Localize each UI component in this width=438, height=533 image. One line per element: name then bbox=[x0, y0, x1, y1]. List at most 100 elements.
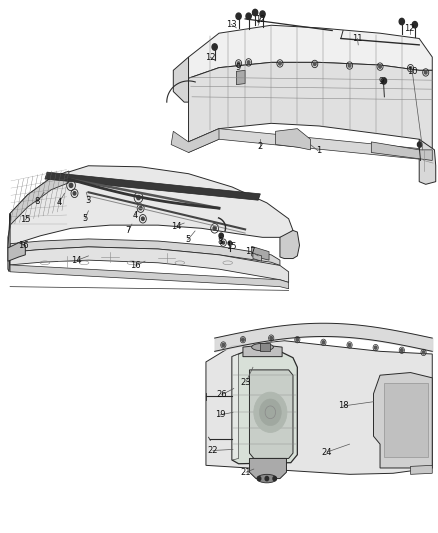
Text: 18: 18 bbox=[338, 401, 349, 410]
Polygon shape bbox=[253, 253, 261, 261]
Circle shape bbox=[279, 62, 281, 65]
Circle shape bbox=[236, 13, 241, 19]
Circle shape bbox=[422, 351, 425, 354]
Polygon shape bbox=[10, 247, 289, 282]
Polygon shape bbox=[10, 265, 289, 289]
Text: 14: 14 bbox=[71, 256, 81, 265]
Polygon shape bbox=[371, 142, 432, 160]
Circle shape bbox=[348, 64, 351, 67]
Polygon shape bbox=[243, 345, 282, 357]
Circle shape bbox=[69, 183, 73, 188]
Text: 23: 23 bbox=[240, 377, 251, 386]
Polygon shape bbox=[410, 465, 432, 474]
Circle shape bbox=[253, 10, 258, 15]
Polygon shape bbox=[171, 128, 219, 152]
Ellipse shape bbox=[252, 343, 273, 351]
Text: 3: 3 bbox=[86, 196, 91, 205]
Text: 2: 2 bbox=[258, 142, 263, 151]
Polygon shape bbox=[45, 172, 260, 200]
Polygon shape bbox=[374, 373, 432, 468]
Text: 7: 7 bbox=[126, 227, 131, 236]
Text: 24: 24 bbox=[321, 448, 332, 457]
Text: 26: 26 bbox=[216, 390, 227, 399]
Text: 8: 8 bbox=[35, 197, 40, 206]
Polygon shape bbox=[280, 230, 300, 259]
Polygon shape bbox=[419, 139, 436, 184]
Polygon shape bbox=[8, 243, 25, 261]
Text: 21: 21 bbox=[241, 468, 251, 477]
Polygon shape bbox=[237, 70, 245, 85]
Polygon shape bbox=[188, 25, 432, 78]
Circle shape bbox=[296, 338, 299, 341]
Circle shape bbox=[424, 71, 427, 74]
Ellipse shape bbox=[257, 474, 277, 483]
Text: 15: 15 bbox=[226, 243, 237, 252]
Circle shape bbox=[139, 206, 142, 210]
Circle shape bbox=[399, 18, 404, 25]
Text: 12: 12 bbox=[404, 25, 415, 34]
Polygon shape bbox=[232, 351, 297, 464]
Circle shape bbox=[212, 44, 217, 50]
Polygon shape bbox=[250, 458, 286, 479]
Circle shape bbox=[412, 21, 417, 28]
Circle shape bbox=[260, 11, 265, 17]
Circle shape bbox=[246, 13, 251, 19]
Circle shape bbox=[228, 241, 232, 245]
Circle shape bbox=[273, 477, 276, 481]
Circle shape bbox=[257, 477, 261, 481]
Circle shape bbox=[254, 392, 287, 432]
Text: 17: 17 bbox=[245, 247, 256, 256]
Circle shape bbox=[374, 346, 377, 349]
Circle shape bbox=[247, 61, 250, 64]
Text: 12: 12 bbox=[205, 53, 215, 62]
Polygon shape bbox=[206, 341, 432, 474]
Text: 16: 16 bbox=[130, 262, 141, 270]
Circle shape bbox=[348, 343, 351, 346]
Circle shape bbox=[213, 227, 216, 230]
Text: 14: 14 bbox=[171, 222, 182, 231]
Text: 4: 4 bbox=[133, 211, 138, 220]
Text: 10: 10 bbox=[407, 67, 417, 76]
Polygon shape bbox=[10, 171, 69, 225]
Circle shape bbox=[417, 142, 422, 147]
Text: 12: 12 bbox=[255, 15, 265, 25]
Circle shape bbox=[259, 399, 281, 425]
Circle shape bbox=[73, 192, 76, 195]
Bar bbox=[260, 343, 270, 351]
Circle shape bbox=[219, 233, 223, 238]
Circle shape bbox=[237, 62, 240, 65]
Circle shape bbox=[222, 241, 225, 244]
Polygon shape bbox=[188, 128, 432, 160]
Text: 22: 22 bbox=[208, 446, 218, 455]
Text: 16: 16 bbox=[18, 241, 28, 250]
Text: 11: 11 bbox=[352, 34, 363, 43]
Polygon shape bbox=[8, 166, 293, 248]
Text: 4: 4 bbox=[56, 198, 61, 207]
Circle shape bbox=[381, 78, 387, 84]
Polygon shape bbox=[232, 354, 239, 460]
Polygon shape bbox=[385, 383, 428, 457]
Text: 1: 1 bbox=[316, 147, 321, 156]
Polygon shape bbox=[276, 128, 311, 150]
Circle shape bbox=[379, 65, 381, 68]
Text: 15: 15 bbox=[20, 215, 31, 224]
Polygon shape bbox=[10, 239, 280, 265]
Polygon shape bbox=[8, 214, 10, 272]
Text: 5: 5 bbox=[185, 236, 190, 245]
Circle shape bbox=[270, 336, 272, 340]
Polygon shape bbox=[252, 246, 269, 260]
Polygon shape bbox=[173, 57, 188, 102]
Circle shape bbox=[141, 217, 144, 221]
Text: 8: 8 bbox=[218, 237, 223, 246]
Text: 13: 13 bbox=[226, 20, 237, 29]
Circle shape bbox=[400, 349, 403, 352]
Text: 9: 9 bbox=[236, 63, 241, 72]
Circle shape bbox=[137, 196, 140, 200]
Circle shape bbox=[222, 343, 225, 346]
Circle shape bbox=[322, 341, 325, 344]
Text: 19: 19 bbox=[215, 410, 225, 419]
Circle shape bbox=[242, 338, 244, 341]
Text: 5: 5 bbox=[82, 214, 88, 223]
Polygon shape bbox=[250, 370, 293, 458]
Circle shape bbox=[265, 477, 268, 481]
